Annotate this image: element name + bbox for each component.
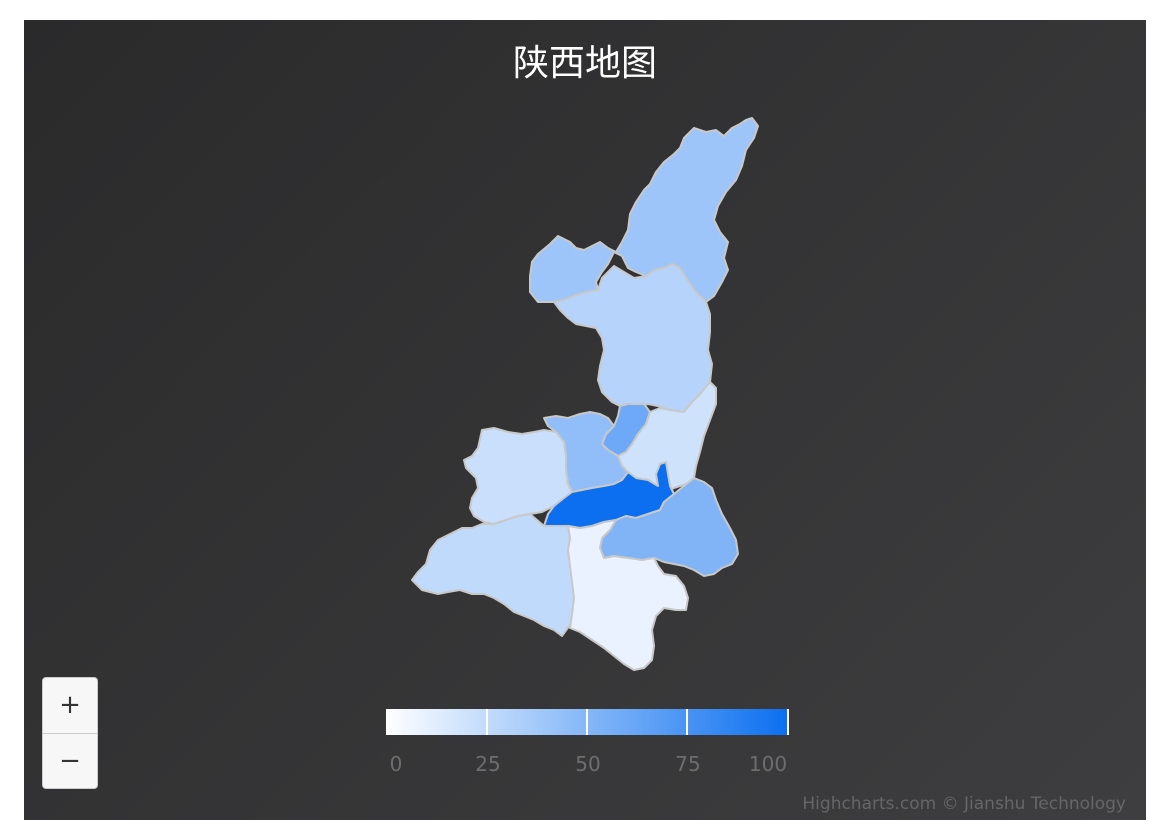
credits-link[interactable]: Highcharts.com © Jianshu Technology (802, 794, 1126, 814)
legend-label-0: 0 (389, 752, 403, 776)
legend-tick (586, 709, 588, 735)
map-chart: 陕西地图 + − 0 25 50 75 100 Highcharts.co (24, 20, 1146, 820)
map-svg (411, 117, 759, 671)
region-hanzhong[interactable] (411, 513, 581, 637)
region-yanan[interactable] (553, 263, 713, 413)
region-baoji[interactable] (463, 427, 573, 525)
color-axis-legend (386, 709, 789, 735)
legend-label-50: 50 (575, 752, 601, 776)
zoom-out-button[interactable]: − (59, 746, 81, 776)
region-shangluo[interactable] (599, 477, 739, 577)
region-ankang[interactable] (567, 519, 689, 671)
legend-tick (787, 709, 789, 735)
zoom-in-button[interactable]: + (43, 678, 97, 734)
zoom-controls: + − (42, 677, 98, 789)
legend-label-75: 75 (675, 752, 701, 776)
region-yulin[interactable] (529, 117, 759, 303)
legend-label-25: 25 (475, 752, 501, 776)
legend-tick (686, 709, 688, 735)
chart-title: 陕西地图 (512, 43, 657, 84)
legend-tick (486, 709, 488, 735)
legend-label-100: 100 (748, 752, 788, 776)
